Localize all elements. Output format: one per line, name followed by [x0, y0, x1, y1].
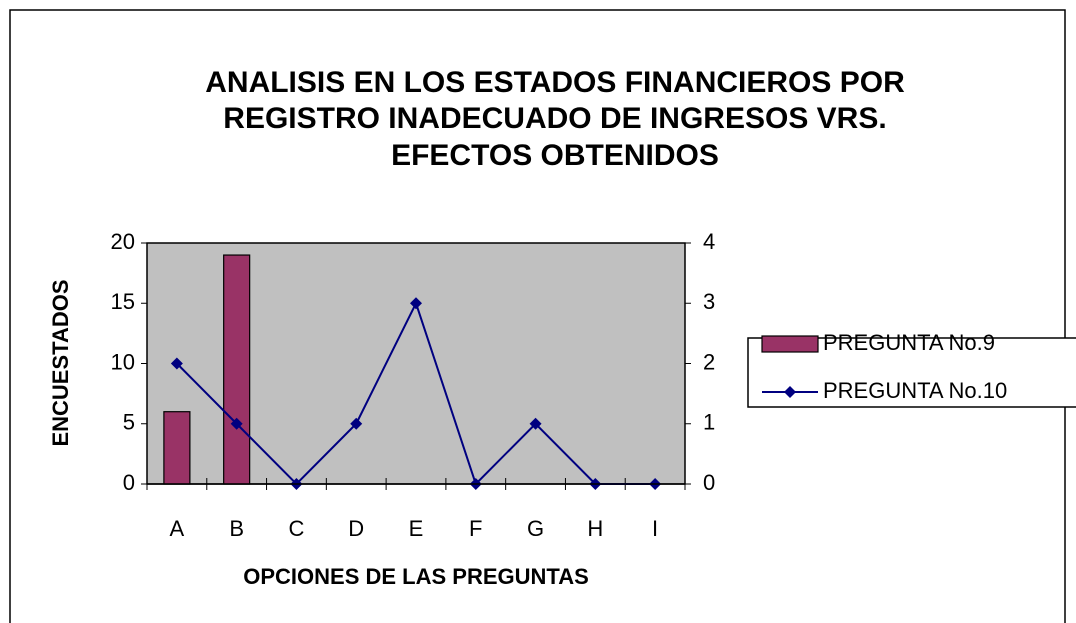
x-tick-label: A	[170, 516, 185, 541]
bar	[163, 411, 191, 485]
chart-title: EFECTOS OBTENIDOS	[391, 139, 719, 172]
legend-swatch	[761, 335, 819, 353]
legend-label: PREGUNTA No.10	[823, 378, 1007, 403]
line-marker	[230, 417, 243, 430]
legend-marker	[784, 386, 796, 398]
y-tick-label: 0	[123, 470, 135, 495]
y-tick-label: 15	[111, 289, 135, 314]
x-tick-label: I	[652, 516, 658, 541]
line-marker	[170, 357, 183, 370]
x-tick-label: F	[469, 516, 482, 541]
chart-title: ANALISIS EN LOS ESTADOS FINANCIEROS POR	[205, 66, 905, 99]
x-tick-label: B	[229, 516, 244, 541]
y2-tick-label: 0	[703, 470, 715, 495]
y-axis-label: ENCUESTADOS	[48, 279, 73, 446]
y-tick-label: 5	[123, 410, 135, 435]
x-tick-label: C	[288, 516, 304, 541]
x-tick-label: D	[348, 516, 364, 541]
line-marker	[350, 417, 363, 430]
x-tick-label: H	[587, 516, 603, 541]
y2-tick-label: 1	[703, 410, 715, 435]
bar	[223, 254, 251, 485]
y-tick-label: 10	[111, 349, 135, 374]
y2-tick-label: 4	[703, 229, 715, 254]
line-marker	[410, 297, 422, 310]
chart-title: REGISTRO INADECUADO DE INGRESOS VRS.	[223, 102, 886, 135]
x-tick-label: G	[527, 516, 544, 541]
x-axis-label: OPCIONES DE LAS PREGUNTAS	[243, 564, 589, 589]
legend-label: PREGUNTA No.9	[823, 330, 995, 355]
y2-tick-label: 2	[703, 349, 715, 374]
y2-tick-label: 3	[703, 289, 715, 314]
y-tick-label: 20	[111, 229, 135, 254]
x-tick-label: E	[409, 516, 424, 541]
line-marker	[529, 417, 542, 430]
